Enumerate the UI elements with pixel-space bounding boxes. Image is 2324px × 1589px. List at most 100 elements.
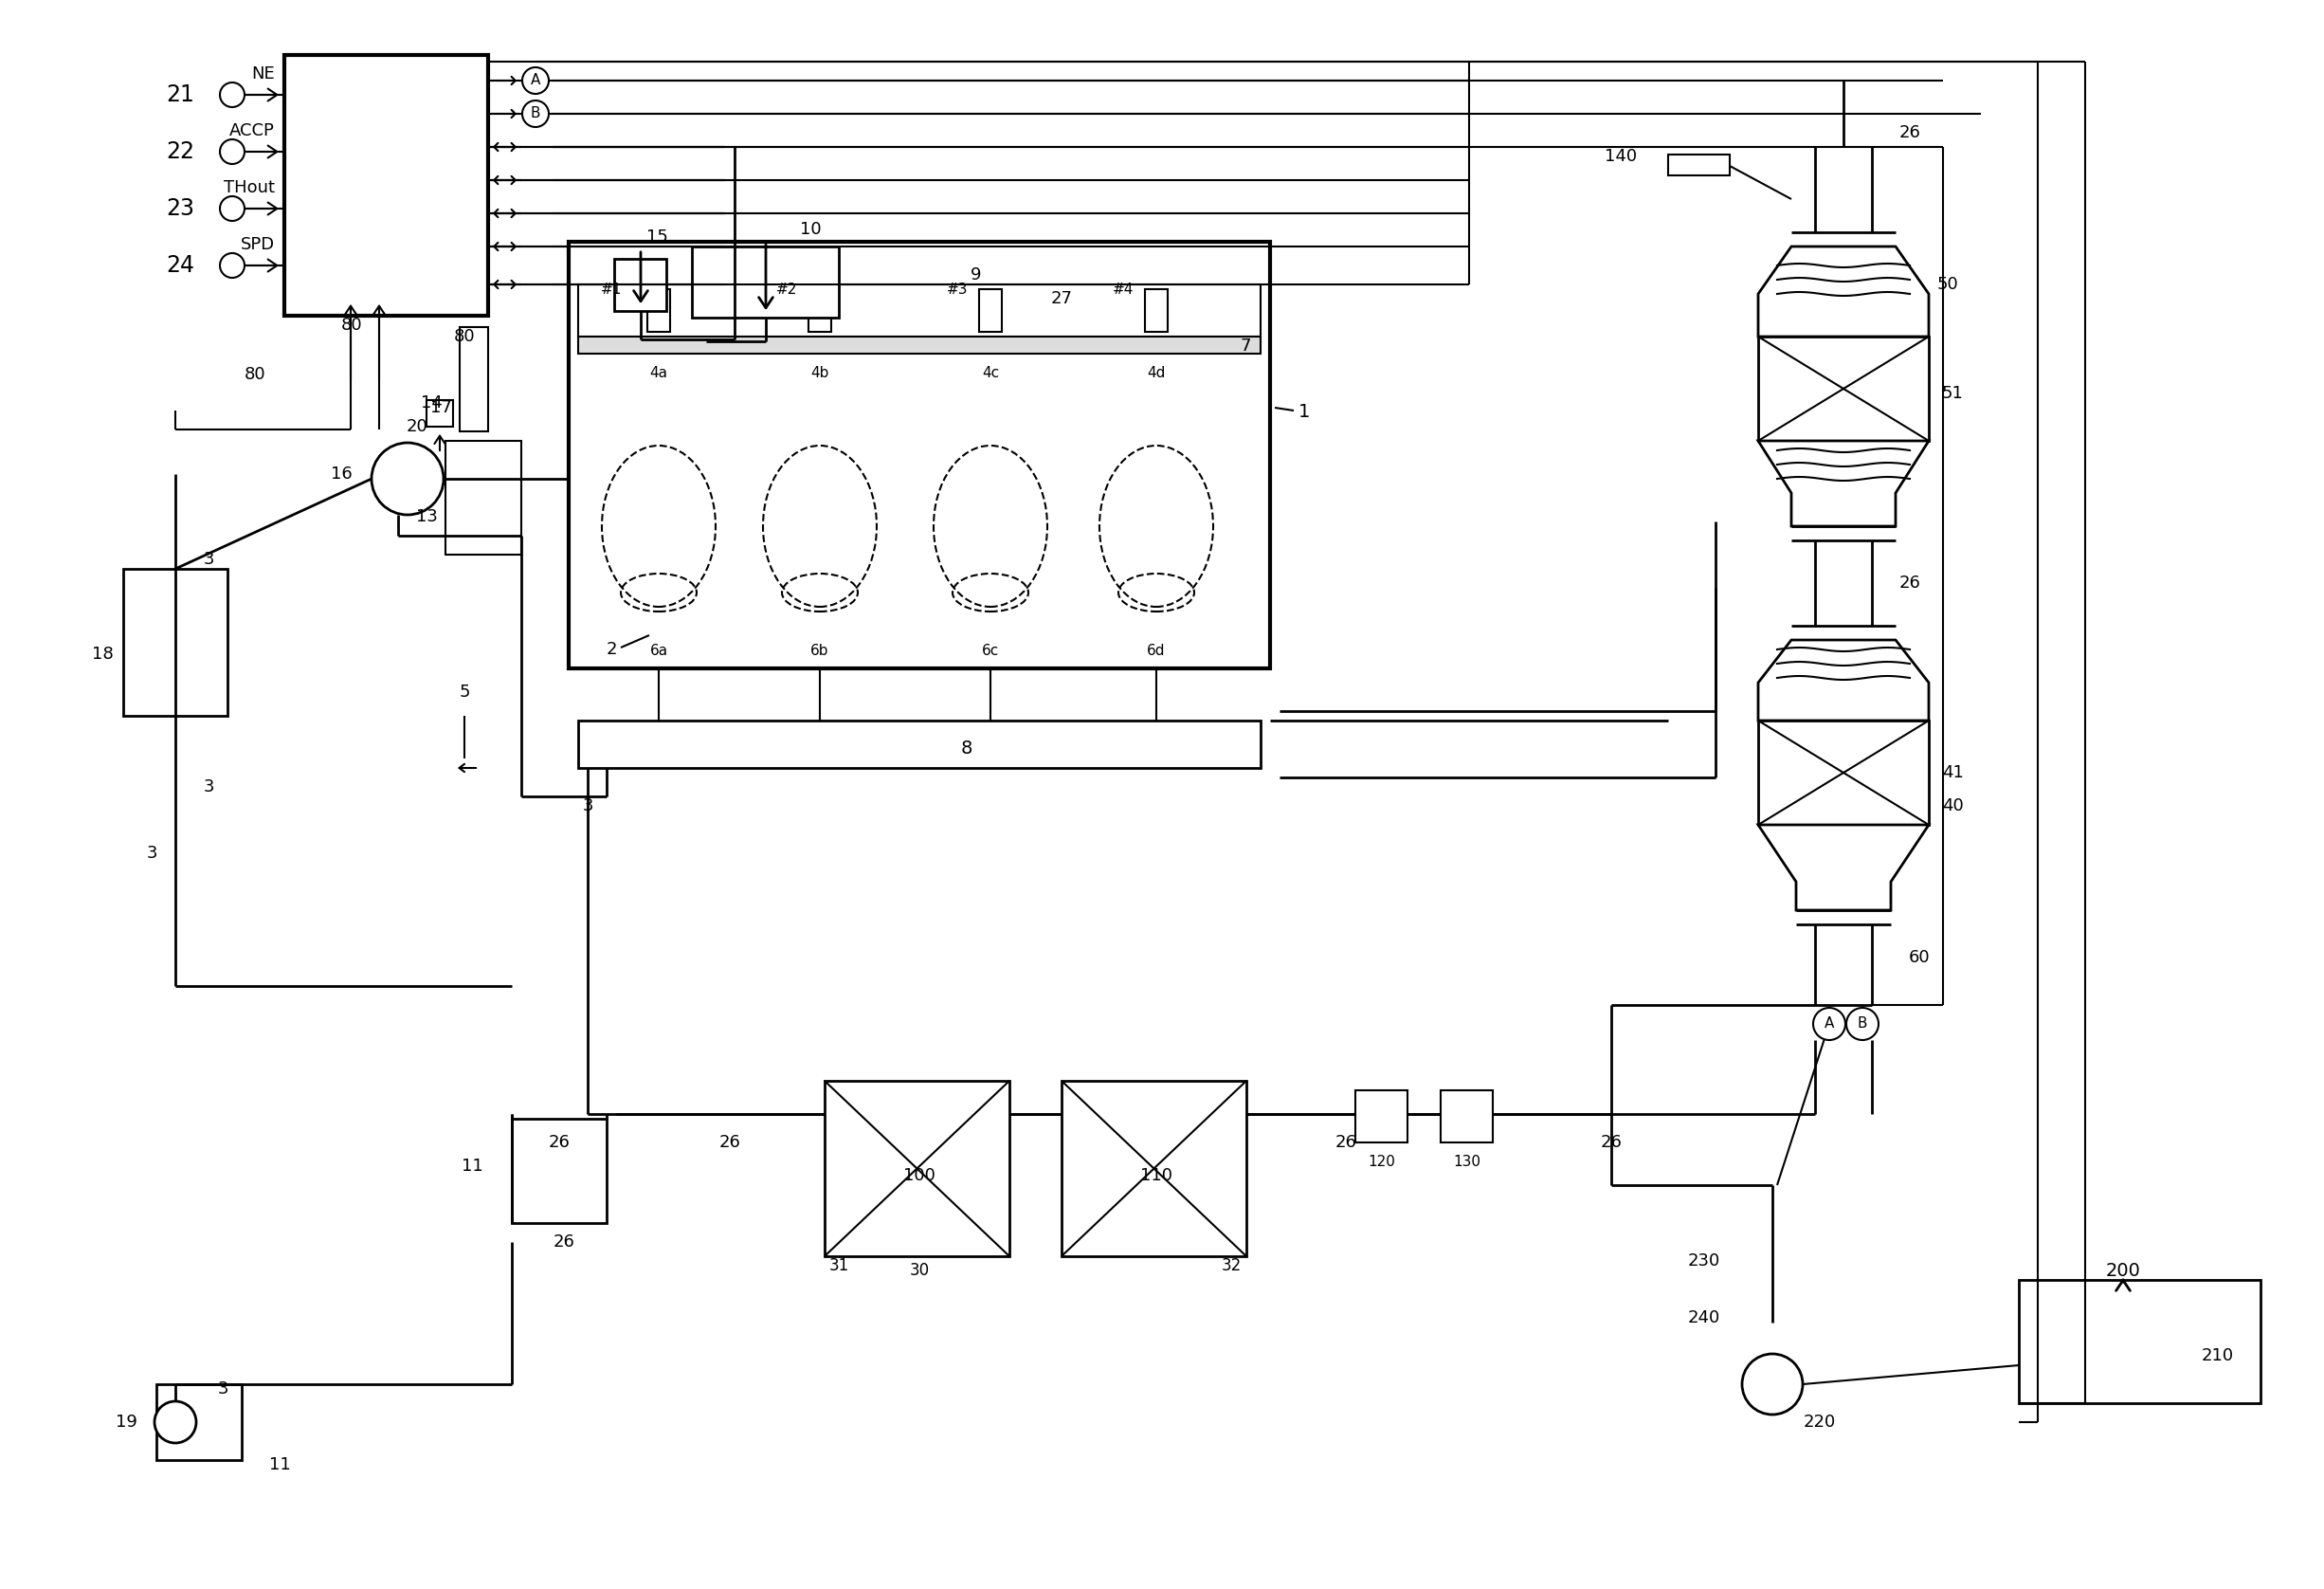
Bar — [648, 289, 669, 332]
Bar — [693, 246, 839, 318]
Circle shape — [523, 100, 548, 127]
Text: 50: 50 — [1936, 276, 1959, 292]
Circle shape — [1813, 1007, 1845, 1041]
Text: 22: 22 — [165, 140, 195, 164]
Bar — [579, 337, 1260, 354]
Text: 26: 26 — [548, 1135, 569, 1150]
Text: 27: 27 — [1050, 291, 1071, 307]
Text: 3: 3 — [202, 551, 214, 567]
Bar — [1759, 720, 1929, 825]
Text: 20: 20 — [407, 418, 428, 435]
Text: 3: 3 — [216, 1381, 228, 1397]
Bar — [569, 242, 1269, 669]
Circle shape — [1845, 1007, 1878, 1041]
Text: 13: 13 — [416, 508, 437, 526]
Circle shape — [153, 1401, 195, 1443]
Text: 110: 110 — [1141, 1166, 1171, 1184]
Text: 26: 26 — [1899, 575, 1920, 591]
Text: 3: 3 — [583, 798, 593, 815]
Text: 16: 16 — [330, 466, 351, 483]
Text: 60: 60 — [1908, 949, 1929, 966]
Text: 5: 5 — [458, 683, 469, 701]
Text: 240: 240 — [1687, 1309, 1720, 1327]
Bar — [428, 400, 453, 426]
Text: #1: #1 — [600, 283, 623, 296]
Text: #2: #2 — [776, 283, 797, 296]
Text: 230: 230 — [1687, 1252, 1720, 1270]
Bar — [1062, 1081, 1246, 1257]
Polygon shape — [1759, 246, 1929, 337]
Text: 2: 2 — [607, 640, 618, 658]
Text: 6d: 6d — [1148, 644, 1167, 658]
Bar — [614, 259, 667, 311]
Text: 11: 11 — [270, 1456, 290, 1473]
Text: 140: 140 — [1604, 148, 1636, 165]
Text: 80: 80 — [453, 327, 474, 345]
Text: 100: 100 — [904, 1166, 937, 1184]
Text: #3: #3 — [946, 283, 967, 296]
Circle shape — [221, 253, 244, 278]
Text: NE: NE — [251, 65, 274, 83]
Text: 210: 210 — [2201, 1347, 2233, 1365]
Text: A: A — [530, 73, 541, 87]
Text: 9: 9 — [971, 267, 981, 283]
Text: 6a: 6a — [651, 644, 667, 658]
Bar — [1759, 337, 1929, 440]
Text: 40: 40 — [1941, 798, 1964, 815]
Bar — [978, 289, 1002, 332]
Polygon shape — [1759, 825, 1929, 910]
Text: 15: 15 — [646, 229, 667, 246]
Text: 11: 11 — [462, 1158, 483, 1174]
Bar — [284, 56, 488, 316]
Text: B: B — [530, 106, 541, 121]
Bar — [511, 1119, 607, 1224]
Bar — [156, 1384, 242, 1460]
Text: 3: 3 — [202, 779, 214, 796]
Bar — [446, 440, 521, 555]
Circle shape — [221, 83, 244, 106]
Bar — [1441, 1090, 1492, 1142]
Text: 32: 32 — [1222, 1257, 1241, 1274]
Text: 41: 41 — [1941, 764, 1964, 782]
Bar — [460, 327, 488, 431]
Bar — [1669, 154, 1729, 175]
Text: 26: 26 — [1334, 1135, 1357, 1150]
Circle shape — [221, 197, 244, 221]
Text: 17: 17 — [430, 399, 451, 416]
Bar — [1146, 289, 1167, 332]
Text: 18: 18 — [93, 645, 114, 663]
Bar — [579, 284, 1260, 337]
Circle shape — [1743, 1354, 1803, 1414]
Text: 6b: 6b — [811, 644, 830, 658]
Polygon shape — [1759, 640, 1929, 720]
Text: 21: 21 — [165, 84, 195, 106]
Bar — [123, 569, 228, 715]
Polygon shape — [1759, 440, 1929, 526]
Text: 4c: 4c — [981, 365, 999, 380]
Text: 8: 8 — [960, 740, 974, 758]
Text: B: B — [1857, 1017, 1868, 1031]
Text: 19: 19 — [116, 1414, 137, 1430]
Text: THout: THout — [223, 180, 274, 197]
Text: 3: 3 — [146, 845, 158, 861]
Text: 10: 10 — [799, 221, 820, 238]
Text: 26: 26 — [718, 1135, 741, 1150]
Text: 51: 51 — [1941, 385, 1964, 402]
Text: 80: 80 — [342, 316, 363, 334]
Text: 120: 120 — [1369, 1154, 1397, 1168]
Text: 4d: 4d — [1148, 365, 1167, 380]
Text: 80: 80 — [244, 365, 265, 383]
Text: #4: #4 — [1113, 283, 1134, 296]
Text: 31: 31 — [830, 1257, 851, 1274]
Text: 7: 7 — [1241, 337, 1250, 354]
Text: 26: 26 — [1601, 1135, 1622, 1150]
Text: 220: 220 — [1803, 1414, 1836, 1430]
Text: 26: 26 — [553, 1233, 574, 1251]
Text: 23: 23 — [165, 197, 195, 219]
Circle shape — [221, 140, 244, 164]
Text: A: A — [1824, 1017, 1834, 1031]
Bar — [1355, 1090, 1408, 1142]
Text: 6c: 6c — [981, 644, 999, 658]
Text: 14: 14 — [421, 394, 442, 412]
Circle shape — [372, 443, 444, 515]
